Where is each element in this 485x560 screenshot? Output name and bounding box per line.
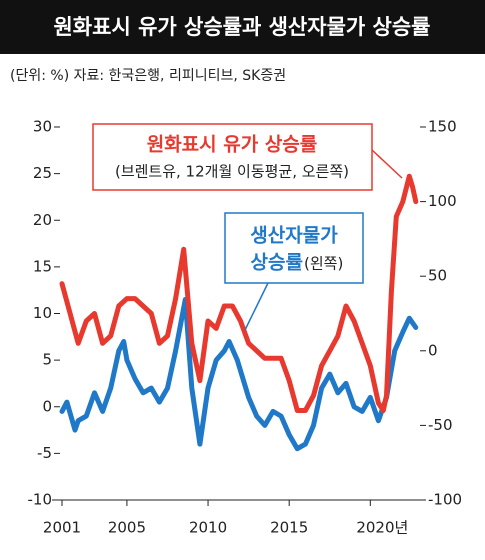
annotation-note: (왼쪽) bbox=[304, 255, 343, 273]
y2-tick-label: -50 bbox=[428, 416, 453, 434]
ppi-annotation: 생산자물가 상승률 (왼쪽) bbox=[224, 212, 364, 331]
y-tick-label: 10 bbox=[33, 304, 52, 322]
x-tick-label: 2001 bbox=[43, 519, 81, 537]
x-tick-label: 2010 bbox=[189, 519, 227, 537]
y-tick-label: 0 bbox=[42, 397, 52, 415]
annotation-box bbox=[92, 123, 373, 191]
y2-tick-label: 100 bbox=[428, 192, 457, 210]
y2-tick-label: 0 bbox=[428, 341, 438, 359]
annotation-title: 상승률 bbox=[251, 252, 303, 274]
y-tick-label: -10 bbox=[28, 491, 53, 509]
y2-tick-label: 50 bbox=[428, 267, 447, 285]
pointer bbox=[244, 282, 269, 331]
annotation-box bbox=[224, 212, 364, 284]
pointer bbox=[371, 149, 403, 179]
x-tick-label: 2015 bbox=[270, 519, 308, 537]
x-tick-label: 2005 bbox=[108, 519, 146, 537]
line-series bbox=[59, 297, 419, 452]
y-tick-label: 30 bbox=[33, 118, 52, 136]
y-tick-label: -5 bbox=[37, 444, 52, 462]
y-tick-label: 20 bbox=[33, 211, 52, 229]
oil-annotation: 원화표시 유가 상승률 (브렌트유, 12개월 이동평균, 오른쪽) bbox=[92, 123, 403, 191]
x-tick-label: 2020년 bbox=[356, 519, 408, 537]
annotation-note: (브렌트유, 12개월 이동평균, 오른쪽) bbox=[115, 163, 349, 181]
annotation-title: 원화표시 유가 상승률 bbox=[147, 134, 318, 156]
y-tick-label: 15 bbox=[33, 257, 52, 275]
title-bar bbox=[0, 0, 485, 54]
line-series bbox=[59, 173, 419, 413]
y-tick-label: 25 bbox=[33, 164, 52, 182]
chart-title: 원화표시 유가 상승률과 생산자물가 상승률 bbox=[53, 15, 430, 39]
y2-tick-label: -100 bbox=[428, 491, 462, 509]
subtitle: (단위: %) 자료: 한국은행, 리피니티브, SK증권 bbox=[10, 68, 286, 84]
annotation-title: 생산자물가 bbox=[250, 225, 338, 247]
y2-tick-label: 150 bbox=[428, 118, 457, 136]
y-tick-label: 5 bbox=[42, 351, 52, 369]
